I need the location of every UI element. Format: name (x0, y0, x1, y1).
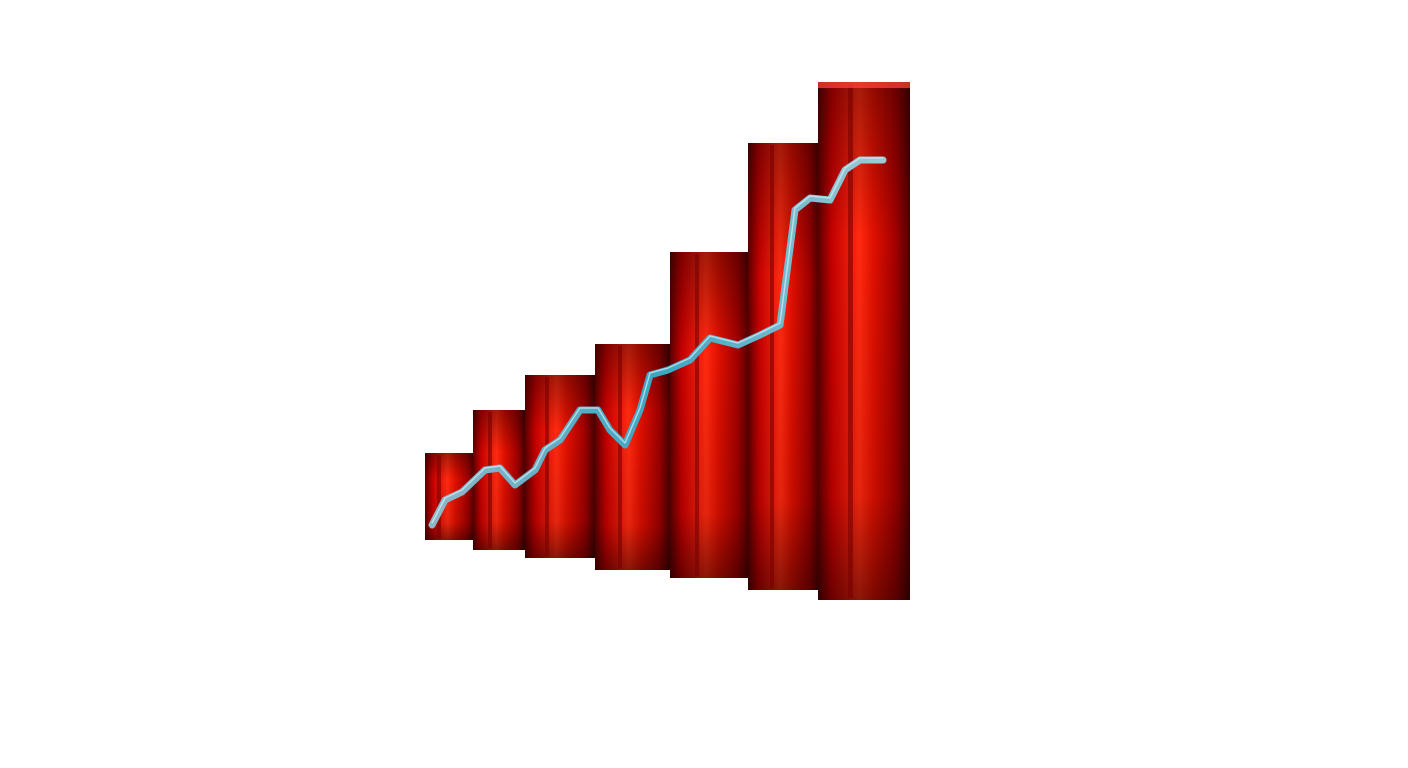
trend-line-highlight (431, 157, 883, 524)
bar (818, 82, 910, 600)
bar (670, 252, 750, 578)
trend-line (428, 156, 887, 529)
bars (425, 82, 910, 600)
bar (748, 143, 820, 590)
bar (595, 344, 670, 570)
